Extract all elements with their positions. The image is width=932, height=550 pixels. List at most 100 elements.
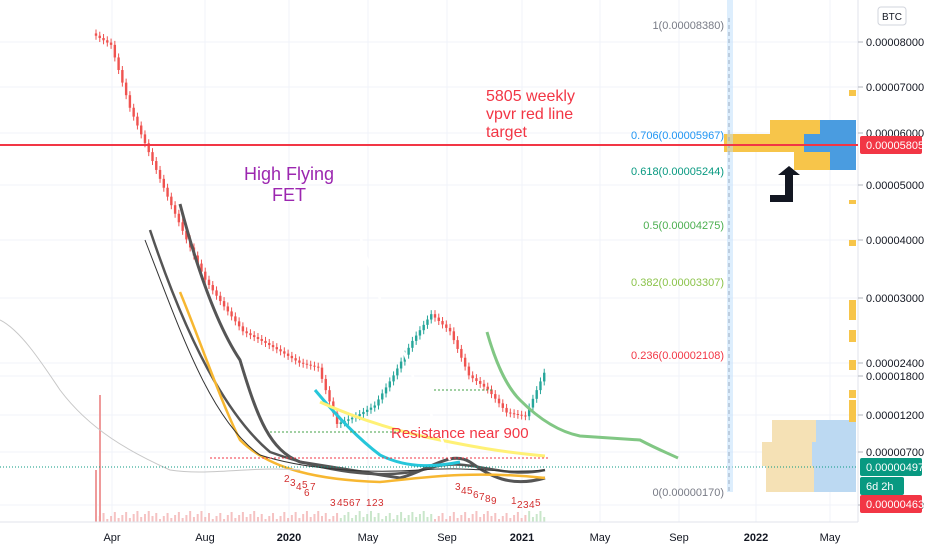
volume-bar xyxy=(332,516,335,522)
volume-bar xyxy=(456,518,459,522)
volume-bar xyxy=(155,513,158,522)
candle-body xyxy=(433,314,437,318)
vpvr-bar xyxy=(849,90,856,96)
volume-bar xyxy=(290,515,293,522)
volume-bar xyxy=(215,516,218,522)
volume-bar xyxy=(403,518,406,522)
price-scale[interactable]: 0.000080000.000070000.000060000.00005000… xyxy=(857,0,924,522)
volume-bar xyxy=(272,513,275,522)
candle-body xyxy=(301,362,305,364)
candle-body xyxy=(196,255,199,264)
candle-body xyxy=(335,412,339,424)
candle-body xyxy=(264,340,267,343)
vpvr-bar xyxy=(770,120,820,134)
y-tick-label: 0.00002400 xyxy=(866,358,924,370)
candle-body xyxy=(479,381,482,384)
volume-bar xyxy=(110,516,113,522)
candle-body xyxy=(418,330,422,336)
fib-level-label: 0(0.00000170) xyxy=(652,487,724,499)
volume-bar xyxy=(106,519,109,522)
sequence-label: 1 xyxy=(366,498,372,509)
volume-bar xyxy=(366,514,369,522)
candle-body xyxy=(539,381,542,391)
target-annotation-line1: 5805 weekly xyxy=(486,88,575,105)
fib-level-label: 0.382(0.00003307) xyxy=(631,277,724,289)
sequence-label: 5 xyxy=(535,498,541,509)
candle-body xyxy=(275,347,278,350)
fib-level-label: 0.618(0.00005244) xyxy=(631,166,724,178)
volume-bar xyxy=(388,513,391,522)
candle-body xyxy=(158,169,162,179)
candle-body xyxy=(249,333,252,336)
volume-bar xyxy=(317,511,320,522)
vpvr-bar xyxy=(814,466,856,492)
volume-bar xyxy=(437,516,440,522)
volume-bar xyxy=(520,518,523,522)
volume-bar xyxy=(245,517,248,522)
moving-average-line xyxy=(0,319,301,473)
sequence-label: 4 xyxy=(296,482,302,493)
sequence-label: 9 xyxy=(491,496,497,507)
sequence-label: 4 xyxy=(337,498,343,509)
volume-bar xyxy=(471,514,474,522)
y-tick-label: 0.00005000 xyxy=(866,180,924,192)
volume-bar xyxy=(298,518,301,522)
candle-body xyxy=(512,413,516,415)
sequence-label: 2 xyxy=(372,498,378,509)
sequence-label: 5 xyxy=(343,498,349,509)
sequence-label: 3 xyxy=(378,498,384,509)
volume-bar xyxy=(490,516,493,522)
volume-bar xyxy=(204,517,207,522)
x-tick-label: Aug xyxy=(195,532,215,544)
volume-bar xyxy=(128,518,131,522)
fib-level-label: 1(0.00008380) xyxy=(652,20,724,32)
x-tick-label: 2021 xyxy=(510,532,534,544)
volume-bar xyxy=(162,516,165,522)
candle-body xyxy=(366,409,369,412)
time-scale[interactable]: Apr Aug 2020 May Sep 2021 May Sep 2022 May xyxy=(0,521,858,544)
volume-bar xyxy=(343,515,346,522)
candle-body xyxy=(505,407,508,413)
volume-bar xyxy=(336,513,339,522)
target-annotation-line2: vpvr red line xyxy=(486,106,573,123)
vpvr-bar xyxy=(849,300,856,320)
candle-body xyxy=(298,360,301,363)
volume-bar xyxy=(543,517,546,522)
candle-body xyxy=(140,125,143,135)
candle-body xyxy=(106,40,109,43)
candle-body xyxy=(256,337,260,339)
candle-body xyxy=(102,38,105,41)
candle-body xyxy=(283,351,286,354)
y-tick-label: 0.00001200 xyxy=(866,410,924,422)
sequence-label: 5 xyxy=(302,480,308,491)
candle-body xyxy=(271,345,275,348)
candle-body xyxy=(305,363,309,365)
volume-bar xyxy=(211,519,214,522)
price-tag-label: 0.00000497 xyxy=(866,462,924,474)
volume-bar xyxy=(192,517,195,522)
volume-bar xyxy=(159,519,162,522)
target-annotation-line3: target xyxy=(486,124,527,141)
candle-body xyxy=(430,314,433,320)
candle-body xyxy=(204,271,207,280)
candle-body xyxy=(320,367,324,379)
volume-bar xyxy=(309,517,312,522)
up-arrow-icon xyxy=(770,166,800,202)
candle-body xyxy=(535,390,538,399)
volume-bar xyxy=(219,513,222,522)
fib-level-label: 0.706(0.00005967) xyxy=(631,130,724,142)
volume-bar xyxy=(422,511,425,522)
moving-average-line xyxy=(355,224,452,461)
x-tick-label: Sep xyxy=(437,532,457,544)
currency-badge[interactable]: BTC xyxy=(877,6,907,26)
candle-body xyxy=(294,358,297,361)
candle-body xyxy=(286,353,290,356)
sequence-label: 8 xyxy=(485,494,491,505)
candle-body xyxy=(98,35,101,39)
volume-bar xyxy=(524,515,527,522)
volume-bar xyxy=(373,517,376,522)
volume-bar xyxy=(441,513,444,522)
y-tick-label: 0.00007000 xyxy=(866,82,924,94)
volume-bar xyxy=(411,512,414,522)
